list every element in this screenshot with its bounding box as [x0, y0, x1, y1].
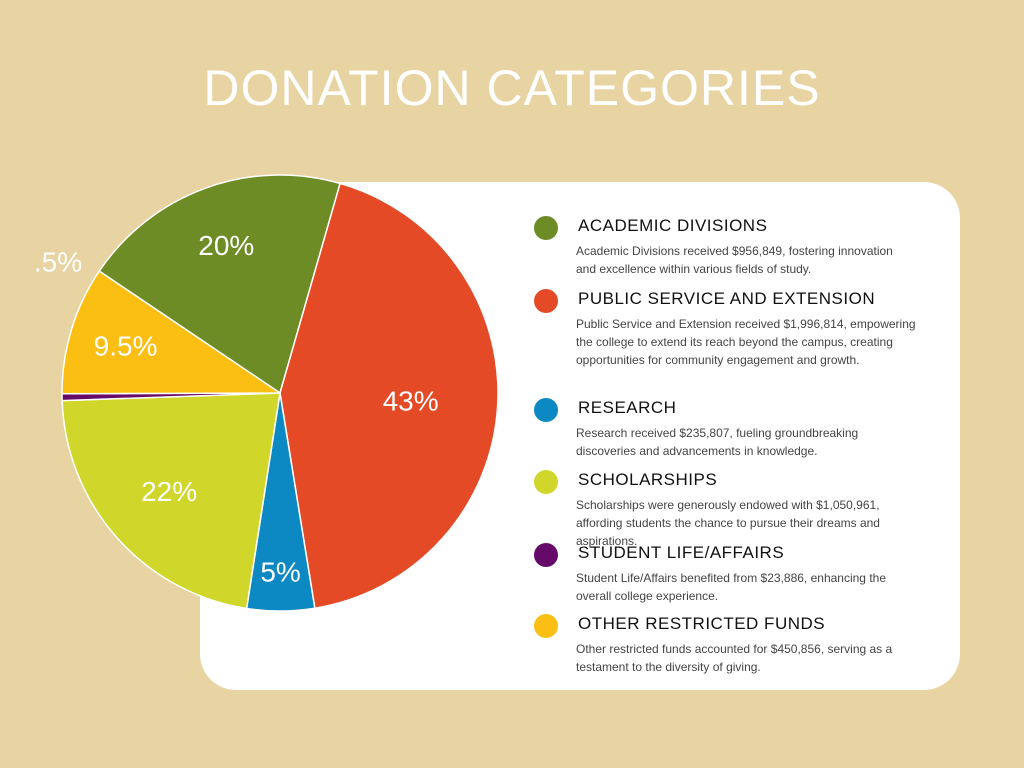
- legend-name: SCHOLARSHIPS: [578, 470, 718, 489]
- legend-name: PUBLIC SERVICE AND EXTENSION: [578, 289, 876, 308]
- page-title: DONATION CATEGORIES: [203, 60, 821, 116]
- legend-dot-icon: [534, 614, 558, 638]
- pie-slice-other-restricted: [61, 270, 281, 395]
- legend-dot-icon: [534, 216, 558, 240]
- legend-description: Scholarships were generously endowed wit…: [576, 498, 880, 548]
- pie-label-academic-divisions: 20%: [198, 230, 254, 261]
- pie-label-student-life: .5%: [34, 247, 82, 278]
- legend-description: Public Service and Extension received $1…: [576, 317, 916, 367]
- pie-slice-academic-divisions: [98, 174, 341, 394]
- legend-description: Academic Divisions received $956,849, fo…: [576, 244, 893, 276]
- legend-name: OTHER RESTRICTED FUNDS: [578, 614, 826, 633]
- legend-dot-icon: [534, 470, 558, 494]
- legend-name: STUDENT LIFE/AFFAIRS: [578, 543, 785, 562]
- pie-label-other-restricted: 9.5%: [94, 331, 158, 362]
- legend-name: ACADEMIC DIVISIONS: [578, 216, 768, 235]
- legend-name: RESEARCH: [578, 398, 677, 417]
- legend-description: Student Life/Affairs benefited from $23,…: [576, 571, 886, 603]
- legend-dot-icon: [534, 543, 558, 567]
- legend-description: Other restricted funds accounted for $45…: [576, 642, 893, 674]
- pie-label-scholarships: 22%: [141, 476, 197, 507]
- legend-description: Research received $235,807, fueling grou…: [576, 426, 859, 458]
- pie-label-research: 5%: [260, 556, 300, 587]
- legend-dot-icon: [534, 289, 558, 313]
- pie-slice-scholarships: [61, 392, 281, 610]
- pie-label-public-service: 43%: [383, 385, 439, 416]
- legend-dot-icon: [534, 398, 558, 422]
- pie-slice-public-service: [279, 182, 499, 609]
